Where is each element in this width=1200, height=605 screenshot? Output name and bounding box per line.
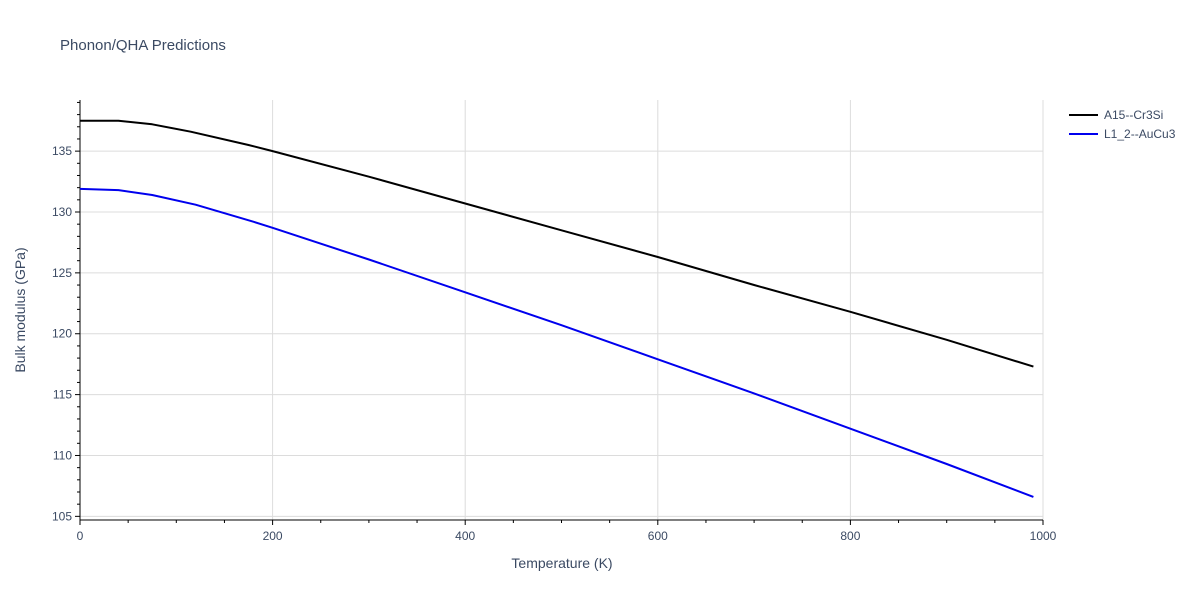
legend[interactable]: A15--Cr3Si L1_2--AuCu3 — [1069, 108, 1176, 141]
y-tick-label: 130 — [52, 205, 72, 219]
series-line-1[interactable] — [80, 119, 1034, 368]
axes: 0 200 400 600 800 1000 105 110 115 120 125 130 135 — [52, 100, 1057, 543]
x-tick-label: 200 — [263, 529, 283, 543]
y-tick-label: 125 — [52, 266, 72, 280]
x-tick-label: 400 — [455, 529, 475, 543]
legend-item-2[interactable]: L1_2--AuCu3 — [1069, 127, 1176, 141]
y-tick-label: 110 — [53, 448, 72, 462]
series-line-2[interactable] — [79, 187, 1034, 498]
x-tick-label: 800 — [840, 529, 860, 543]
series-lines — [79, 119, 1034, 498]
x-tick-label: 1000 — [1030, 529, 1057, 543]
legend-label: L1_2--AuCu3 — [1104, 127, 1176, 141]
grid-lines — [80, 100, 1044, 520]
y-tick-label: 105 — [52, 509, 72, 523]
legend-item-1[interactable]: A15--Cr3Si — [1069, 108, 1163, 122]
y-tick-label: 120 — [52, 327, 72, 341]
y-tick-label: 135 — [52, 144, 72, 158]
x-tick-label: 600 — [648, 529, 668, 543]
x-axis-title: Temperature (K) — [511, 555, 612, 571]
chart-title: Phonon/QHA Predictions — [60, 37, 226, 54]
y-tick-label: 115 — [53, 388, 72, 402]
x-tick-label: 0 — [77, 529, 84, 543]
y-axis-title: Bulk modulus (GPa) — [12, 247, 28, 372]
legend-label: A15--Cr3Si — [1104, 108, 1163, 122]
